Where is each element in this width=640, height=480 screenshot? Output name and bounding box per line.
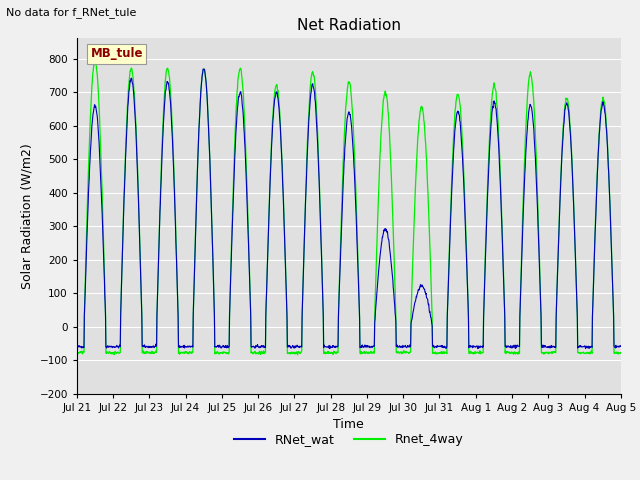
X-axis label: Time: Time bbox=[333, 418, 364, 431]
Y-axis label: Solar Radiation (W/m2): Solar Radiation (W/m2) bbox=[21, 143, 34, 289]
Legend: RNet_wat, Rnet_4way: RNet_wat, Rnet_4way bbox=[229, 428, 468, 451]
Text: No data for f_RNet_tule: No data for f_RNet_tule bbox=[6, 7, 137, 18]
Title: Net Radiation: Net Radiation bbox=[297, 18, 401, 33]
Text: MB_tule: MB_tule bbox=[90, 47, 143, 60]
